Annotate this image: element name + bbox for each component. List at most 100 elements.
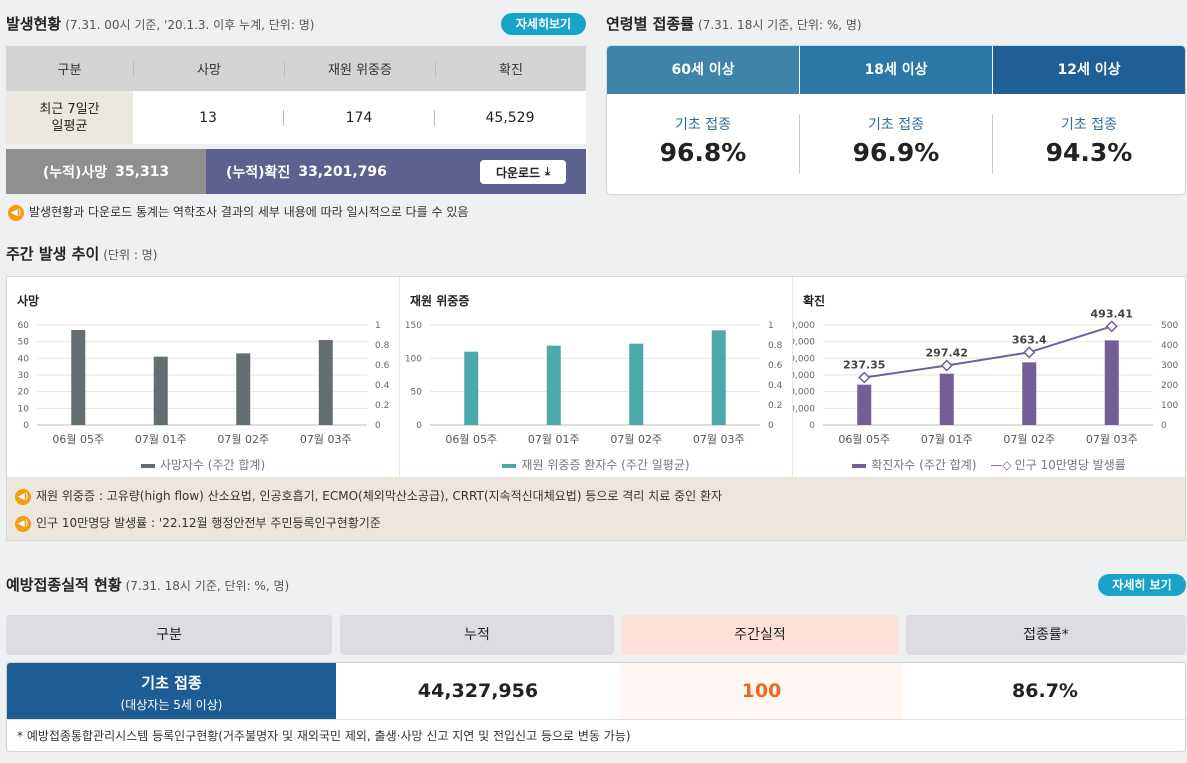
- vac-header-category: 구분: [6, 615, 332, 655]
- x-tick-label: 07월 03주: [300, 433, 352, 446]
- row-divider: [283, 109, 284, 126]
- bar: [153, 356, 168, 425]
- y-tick-label: 150,000: [793, 371, 815, 381]
- chart-death-panel: 사망 0 10 20 30 40 50 60 0 0.2 0.4 0.6 0.8 1 06월 05주 07월…: [7, 277, 399, 477]
- incidence-line: [864, 325, 1113, 379]
- y-tick-label: 0: [416, 421, 422, 431]
- header-critical: 재원 위중증: [328, 63, 392, 78]
- weekly-subtitle: (단위 : 명): [103, 248, 158, 262]
- weekly-charts: 사망 0 10 20 30 40 50 60 0 0.2 0.4 0.6 0.8 1 06월 05주 07월…: [7, 277, 1185, 477]
- legend-death: 사망자수 (주간 합계): [159, 458, 266, 472]
- chart-critical: 0 50 100 150 0 0.2 0.4 0.6 0.8 1 06월 05주 07월 01주 07월…: [405, 321, 783, 446]
- legend-swatch: [140, 463, 155, 468]
- occurrence-subtitle: (7.31. 00시 기준, '20.1.3. 이후 누계, 단위: 명): [65, 18, 315, 32]
- cumulative-death-label: (누적)사망: [42, 164, 108, 181]
- y-tick-label: 60: [18, 321, 30, 331]
- vaccination-title: 예방접종실적 현황 (7.31. 18시 기준, 단위: %, 명): [6, 574, 289, 595]
- chart-confirmed-panel: 확진 0 50,000 100,000 150,000 200,000 250,000 30…: [793, 277, 1185, 477]
- rate-18-plus-value: 96.9%: [852, 138, 940, 167]
- bar: [1022, 362, 1037, 425]
- legend-swatch: [852, 463, 867, 468]
- cumulative-confirmed: (누적)확진 33,201,796 다운로드 ⤓: [206, 149, 586, 194]
- download-label: 다운로드: [495, 165, 541, 180]
- rate-18-plus: 기초 접종 96.9%: [800, 94, 992, 194]
- incidence-point: [858, 371, 871, 384]
- chart-death-title: 사망: [17, 294, 40, 308]
- speaker-icon: ◀): [8, 204, 24, 221]
- y2-tick-label: 1: [768, 321, 774, 331]
- tab-60-plus[interactable]: 60세 이상: [607, 46, 799, 94]
- x-tick-label: 07월 03주: [1086, 433, 1138, 446]
- bar: [629, 343, 644, 425]
- legend-incidence: 인구 10만명당 발생률: [1014, 458, 1126, 472]
- vaccination-row: 기초 접종 (대상자는 5세 이상) 44,327,956 100 86.7%: [7, 663, 1185, 719]
- x-tick-label: 06월 05주: [445, 433, 497, 446]
- occurrence-table: 구분 사망 재원 위중증 확진 최근 7일간 일평균 13 174 45,529: [6, 46, 586, 144]
- age-rate-tabs: 60세 이상 18세 이상 12세 이상: [607, 46, 1185, 94]
- occurrence-table-header: 구분 사망 재원 위중증 확진: [6, 46, 586, 91]
- data-label: 297.42: [926, 347, 968, 360]
- tab-12-plus[interactable]: 12세 이상: [992, 46, 1185, 94]
- occurrence-notice: ◀) 발생현황과 다운로드 통계는 역학조사 결과의 세부 내용에 따라 일시적으…: [8, 203, 468, 221]
- y-tick-label: 100,000: [793, 388, 815, 398]
- data-label: 363.4: [1012, 333, 1047, 346]
- occurrence-table-row: 최근 7일간 일평균 13 174 45,529: [6, 91, 586, 144]
- speaker-icon: ◀): [15, 488, 31, 505]
- y2-tick-label: 500: [1161, 321, 1178, 331]
- weekly-title-text: 주간 발생 추이: [6, 245, 100, 263]
- legend-critical: 재원 위중증 환자수 (주간 일평균): [521, 458, 690, 472]
- rate-18-plus-label: 기초 접종: [868, 117, 924, 133]
- age-rate-title: 연령별 접종률 (7.31. 18시 기준, 단위: %, 명): [606, 13, 862, 34]
- x-tick-label: 07월 01주: [135, 433, 187, 446]
- rate-60-plus: 기초 접종 96.8%: [607, 94, 799, 194]
- chart-critical-title: 재원 위중증: [410, 294, 470, 308]
- vac-weekly-value: 100: [620, 663, 903, 719]
- header-divider: [284, 60, 285, 77]
- cumulative-death-value: 35,313: [115, 163, 170, 180]
- legend-confirmed: 확진자수 (주간 합계): [871, 458, 977, 472]
- row-critical-value: 174: [345, 109, 373, 126]
- age-rate-subtitle: (7.31. 18시 기준, 단위: %, 명): [698, 18, 862, 32]
- chart-confirmed-legend: 확진자수 (주간 합계) —◇ 인구 10만명당 발생률: [793, 456, 1185, 473]
- vaccination-subtitle: (7.31. 18시 기준, 단위: %, 명): [125, 579, 290, 593]
- download-button[interactable]: 다운로드 ⤓: [480, 160, 566, 184]
- row-label: 최근 7일간 일평균: [6, 91, 133, 144]
- vac-cumulative-value: 44,327,956: [417, 680, 539, 702]
- chart-note-2-text: 인구 10만명당 발생률 : '22.12월 행정안전부 주민등록인구현황기준: [36, 516, 381, 530]
- tab-18-plus[interactable]: 18세 이상: [799, 46, 992, 94]
- vaccination-footnote: * 예방접종통합관리시스템 등록인구현황(거주불명자 및 재외국민 제외, 출생…: [7, 719, 1185, 751]
- legend-swatch: [502, 463, 517, 468]
- incidence-point: [1105, 320, 1118, 333]
- occurrence-detail-button[interactable]: 자세히보기: [501, 13, 586, 35]
- incidence-point: [1023, 346, 1036, 359]
- vac-header-cumulative: 누적: [340, 615, 614, 655]
- y2-tick-label: 100: [1161, 401, 1178, 411]
- y-tick-label: 250,000: [793, 338, 815, 348]
- x-tick-label: 07월 03주: [693, 433, 745, 446]
- y-tick-label: 50: [411, 388, 423, 398]
- chart-death-legend: 사망자수 (주간 합계): [7, 456, 399, 473]
- occurrence-notice-text: 발생현황과 다운로드 통계는 역학조사 결과의 세부 내용에 따라 일시적으로 …: [29, 205, 469, 219]
- chart-note-1: ◀) 재원 위중증 : 고유량(high flow) 산소요법, 인공호흡기, E…: [15, 487, 722, 505]
- cumulative-death: (누적)사망 35,313: [6, 149, 206, 194]
- y2-tick-label: 0.6: [768, 361, 783, 371]
- rate-12-plus-value: 94.3%: [1045, 138, 1133, 167]
- y2-tick-label: 400: [1161, 341, 1178, 351]
- y2-tick-label: 0: [1161, 421, 1167, 431]
- diamond-icon: —◇: [990, 458, 1012, 472]
- vac-row-label: 기초 접종 (대상자는 5세 이상): [7, 663, 336, 719]
- y2-tick-label: 0.8: [768, 341, 783, 351]
- speaker-icon: ◀): [15, 515, 31, 532]
- row-death-value: 13: [199, 109, 217, 126]
- row-confirmed-value: 45,529: [485, 109, 535, 126]
- row-divider: [434, 109, 435, 126]
- rate-divider: [992, 114, 993, 174]
- vaccination-detail-button[interactable]: 자세히 보기: [1098, 574, 1186, 596]
- y-tick-label: 50: [18, 338, 30, 348]
- chart-critical-panel: 재원 위중증 0 50 100 150 0 0.2 0.4 0.6 0.8 1 06월 05주 07월…: [400, 277, 792, 477]
- y2-tick-label: 0.4: [768, 381, 783, 391]
- bar: [71, 330, 86, 425]
- chart-death: 0 10 20 30 40 50 60 0 0.2 0.4 0.6 0.8 1 06월 05주 07월 01…: [18, 321, 390, 446]
- bar: [711, 330, 726, 425]
- bar: [939, 373, 954, 425]
